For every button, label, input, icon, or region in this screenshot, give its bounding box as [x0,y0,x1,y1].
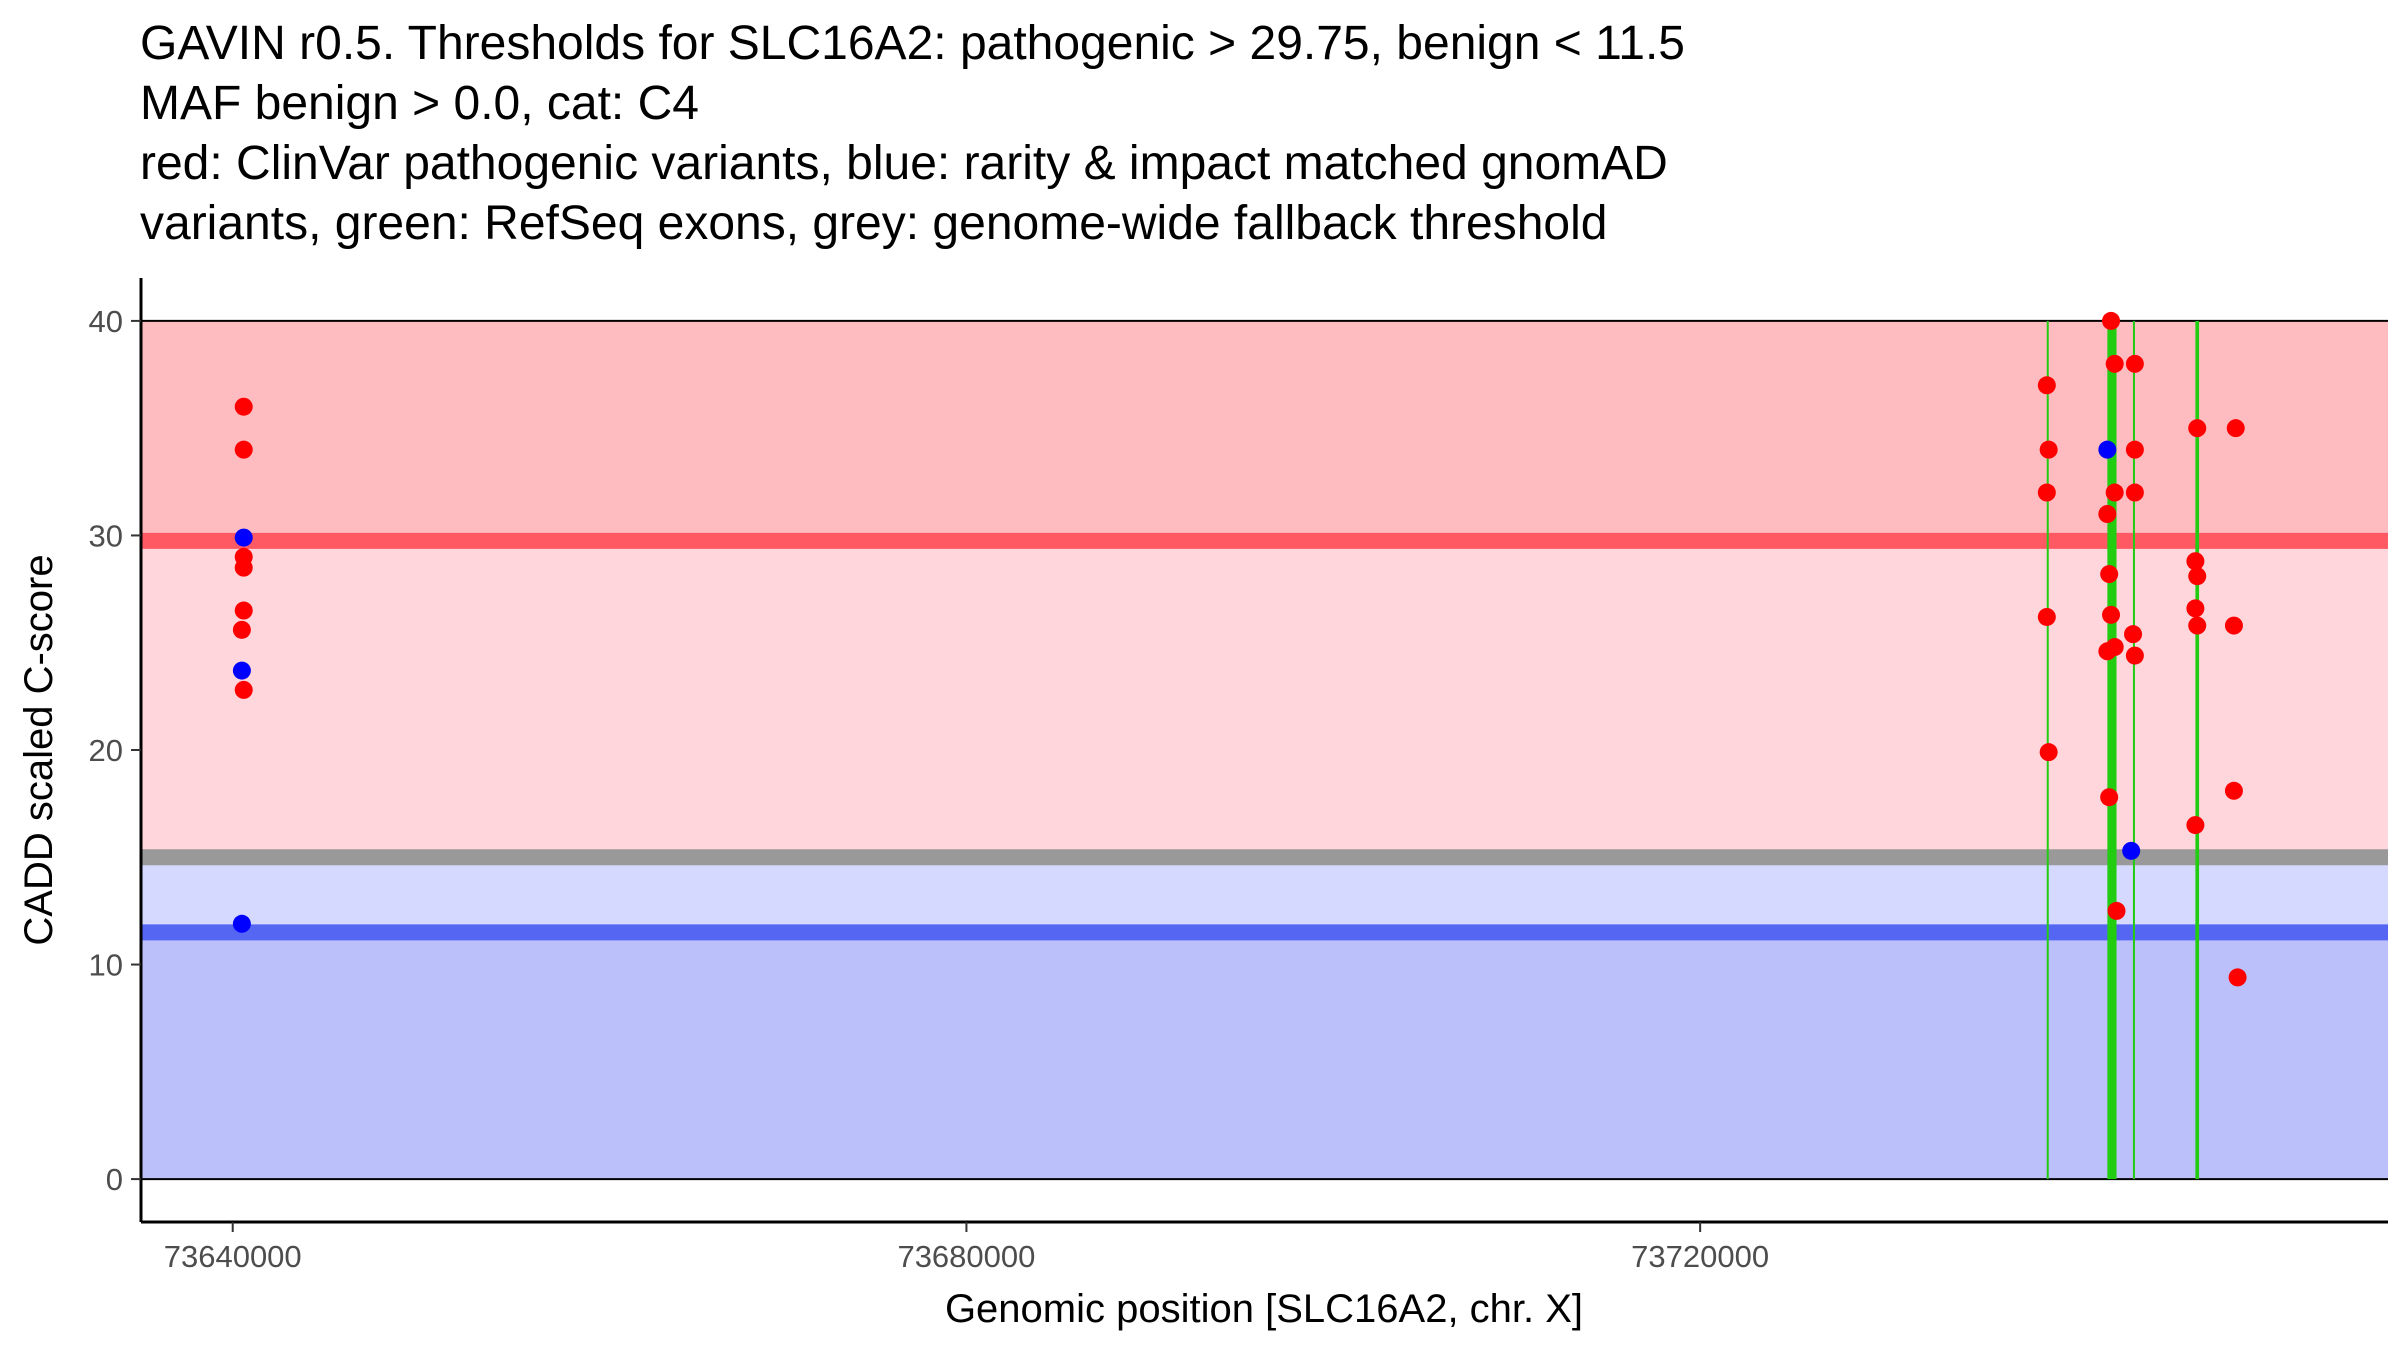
gnomad-point [2098,440,2117,459]
x-tick-label: 73640000 [164,1239,302,1274]
clinvar-point [2037,376,2056,395]
y-tick-label: 40 [89,304,123,339]
clinvar-point [2226,419,2245,438]
pathogenic-zone [141,320,2388,541]
title-line-3: red: ClinVar pathogenic variants, blue: … [140,137,1668,190]
clinvar-point [2186,816,2205,835]
title-line-4: variants, green: RefSeq exons, grey: gen… [140,197,1608,250]
y-tick-label: 20 [89,733,123,768]
clinvar-point [2102,311,2121,330]
clinvar-point [2186,599,2205,618]
clinvar-point [2188,567,2207,586]
exon-2 [2107,320,2117,1180]
clinvar-point [234,397,253,416]
clinvar-point [2224,616,2243,635]
y-tick-label: 10 [89,948,123,983]
clinvar-point [2125,354,2144,373]
benign-zone [141,932,2388,1180]
x-axis-label: Genomic position [SLC16A2, chr. X] [945,1287,1583,1331]
gnomad-point [232,661,251,680]
gnomad-point [232,914,251,933]
title-line-1: GAVIN r0.5. Thresholds for SLC16A2: path… [140,17,1685,70]
clinvar-point [2105,483,2124,502]
clinvar-point [2037,483,2056,502]
gnomad-point [234,528,253,547]
clinvar-point [232,620,251,639]
x-tick-label: 73720000 [1631,1239,1769,1274]
threshold-bands [141,319,2388,1181]
clinvar-point [2107,901,2126,920]
pathogenic-intermediate-zone [141,540,2388,858]
clinvar-point [234,601,253,620]
y-tick-label: 30 [89,518,123,553]
benign-intermediate-zone [141,857,2388,933]
clinvar-point [2224,781,2243,800]
clinvar-point [2102,605,2121,624]
clinvar-point [2098,505,2117,523]
axes: 0 10 20 30 40 73640000 73680000 73720000 [89,278,2388,1274]
clinvar-point [2037,607,2056,626]
y-tick-label: 0 [106,1162,123,1197]
x-tick-label: 73680000 [897,1239,1035,1274]
gnomad-point [2122,841,2141,860]
clinvar-point [234,558,253,577]
clinvar-point [2100,565,2119,584]
clinvar-point [2100,788,2119,807]
clinvar-point [2188,616,2207,635]
clinvar-point [2228,968,2247,987]
clinvar-point [2125,483,2144,502]
clinvar-point [2186,552,2205,571]
clinvar-point [2105,638,2124,657]
exon-4 [2195,320,2200,1180]
clinvar-point [2039,440,2058,459]
clinvar-point [234,680,253,699]
title-line-2: MAF benign > 0.0, cat: C4 [140,77,699,130]
clinvar-point [2105,354,2124,373]
clinvar-point [234,440,253,459]
clinvar-point [2188,419,2207,438]
exon-3 [2132,320,2135,1180]
variant-points [232,311,2247,987]
clinvar-point [2125,646,2144,665]
clinvar-point [2124,625,2143,644]
clinvar-point [2125,440,2144,459]
y-axis-label: CADD scaled C-score [17,554,61,945]
clinvar-point [2039,743,2058,762]
chart-title: GAVIN r0.5. Thresholds for SLC16A2: path… [140,14,1685,254]
